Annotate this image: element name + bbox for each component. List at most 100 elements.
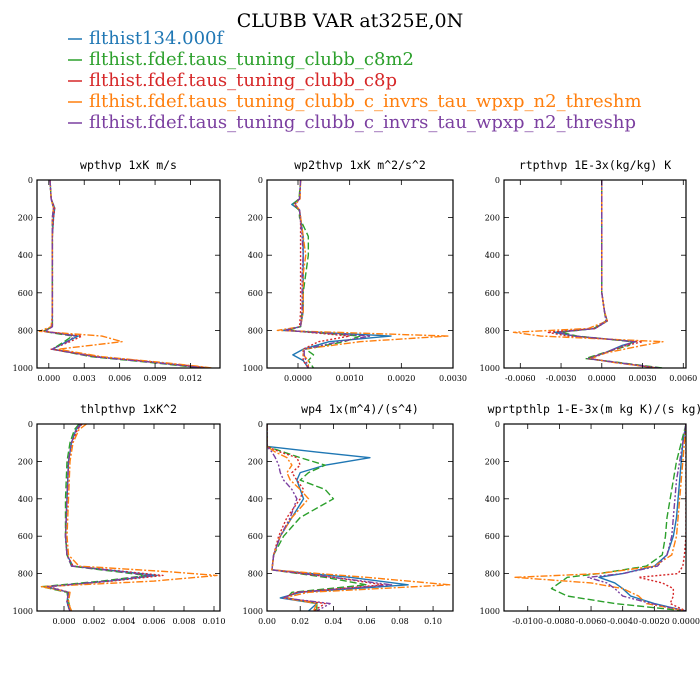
x-tick-label: 0.010 [203,617,226,626]
legend-item: flthist.fdef.taus_tuning_clubb_c_invrs_t… [68,112,636,133]
y-tick-label: 400 [18,495,33,504]
legend-item: flthist.fdef.taus_tuning_clubb_c_invrs_t… [68,91,642,112]
plot-panel: wpthvp 1xK m/s 0 200 400 600 800 1000 0.000 0.00… [13,158,221,383]
y-tick-label: 1000 [480,607,500,616]
x-tick-label: -0.0080 [544,617,575,626]
series-line [267,424,368,611]
y-tick-label: 800 [248,326,263,335]
y-tick-label: 800 [248,570,263,579]
x-tick-label: 0.006 [143,617,166,626]
y-tick-label: 0 [258,176,263,185]
panel-title: wprtpthlp 1-E-3x(m kg K)/(s kg) [488,402,700,416]
y-tick-label: 600 [485,289,500,298]
series-group [514,424,686,611]
panel-title: wp2thvp 1xK m^2/s^2 [294,158,426,172]
x-tick-label: 0.000 [53,617,76,626]
y-tick-label: 1000 [13,607,33,616]
y-tick-label: 600 [18,532,33,541]
x-tick-label: -0.0020 [639,617,670,626]
series-line [514,424,686,611]
x-tick-label: 0.000 [37,374,60,383]
plot-panel: wprtpthlp 1-E-3x(m kg K)/(s kg) 0 200 400 60… [480,402,700,626]
x-tick-label: 0.10 [424,617,442,626]
series-line [598,424,686,611]
plot-frame [36,179,221,369]
legend-label: flthist.fdef.taus_tuning_clubb_c_invrs_t… [89,91,642,112]
y-tick-label: 400 [248,251,263,260]
series-line [550,424,686,611]
y-tick-label: 800 [18,326,33,335]
series-line [587,424,686,611]
y-tick-label: 0 [28,176,33,185]
series-line [560,180,663,368]
legend-label: flthist.fdef.taus_tuning_clubb_c8m2 [89,49,414,70]
x-tick-label: 0.02 [291,617,309,626]
series-group [276,180,449,368]
series-line [38,180,212,368]
legend-item: flthist.fdef.taus_tuning_clubb_c8p [68,70,397,91]
series-line [553,180,657,368]
y-tick-label: 0 [28,420,33,429]
series-line [45,424,158,611]
series-line [40,424,148,611]
y-tick-label: 400 [485,251,500,260]
x-tick-label: 0.008 [173,617,196,626]
plot-frame [266,179,454,369]
y-tick-label: 800 [485,326,500,335]
series-line [40,424,218,611]
y-tick-label: 0 [495,176,500,185]
legend-label: flthist134.000f [89,28,224,49]
y-tick-label: 1000 [243,607,263,616]
x-tick-label: 0.06 [358,617,376,626]
x-tick-label: -0.0100 [512,617,543,626]
series-line [267,424,451,611]
y-tick-label: 400 [248,495,263,504]
y-tick-label: 200 [485,457,500,466]
plot-panel: thlpthvp 1xK^2 0 200 400 600 800 1000 0.000 0.00… [13,402,226,626]
y-tick-label: 200 [248,457,263,466]
y-tick-label: 1000 [13,364,33,373]
x-tick-label: 0.0000 [672,617,700,626]
y-tick-label: 800 [18,570,33,579]
y-tick-label: 200 [248,214,263,223]
series-line [557,180,659,368]
y-tick-label: 600 [18,289,33,298]
plot-frame [503,423,687,612]
series-line [284,180,372,368]
x-tick-label: 0.0060 [669,374,697,383]
series-line [43,180,209,368]
x-tick-label: 0.08 [391,617,409,626]
x-tick-label: 0.0030 [629,374,657,383]
plot-frame [36,423,221,612]
y-tick-label: 400 [18,251,33,260]
series-line [42,180,203,368]
panel-title: wpthvp 1xK m/s [80,158,177,172]
x-tick-label: -0.0060 [576,617,607,626]
series-line [267,424,393,611]
x-tick-label: 0.00 [258,617,276,626]
legend: flthist134.000fflthist.fdef.taus_tuning_… [68,28,642,133]
y-tick-label: 1000 [480,364,500,373]
x-tick-label: 0.003 [73,374,96,383]
x-tick-label: -0.0060 [505,374,536,383]
series-group [267,424,451,611]
y-tick-label: 1000 [243,364,263,373]
series-group [38,180,212,368]
plot-panel: wp2thvp 1xK m^2/s^2 0 200 400 600 800 1000 0.00… [243,158,467,383]
x-tick-label: 0.0030 [439,374,467,383]
panel-title: rtpthvp 1E-3x(kg/kg) K [519,158,671,172]
x-tick-label: 0.012 [179,374,202,383]
x-tick-label: -0.0030 [546,374,577,383]
y-tick-label: 0 [495,420,500,429]
series-line [637,424,686,611]
x-tick-label: 0.0020 [387,374,415,383]
series-line [46,424,152,611]
legend-item: flthist134.000f [68,28,224,49]
y-tick-label: 600 [248,532,263,541]
y-tick-label: 600 [485,532,500,541]
x-tick-label: 0.009 [144,374,167,383]
x-tick-label: 0.04 [325,617,343,626]
